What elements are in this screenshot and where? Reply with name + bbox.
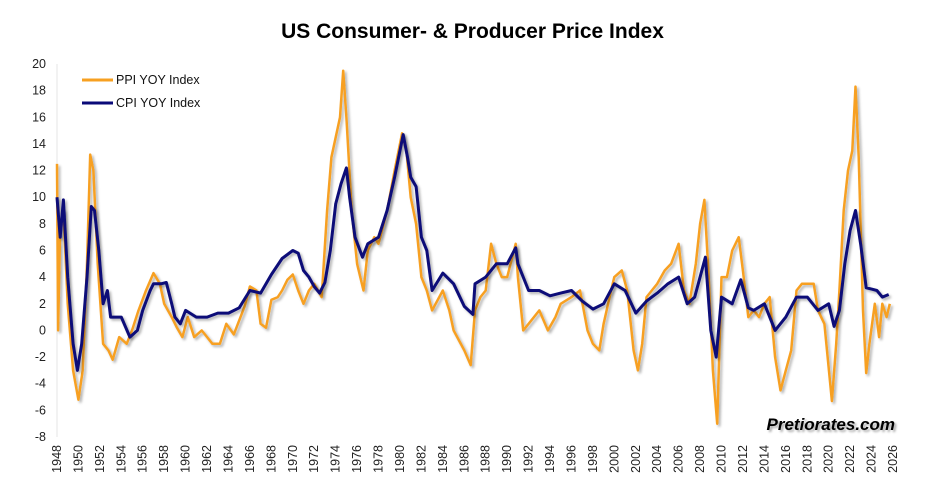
cpi-series-line <box>55 133 890 372</box>
y-tick-label: 0 <box>39 323 46 337</box>
x-tick-label: 1982 <box>414 445 428 473</box>
ppi-series-line <box>55 69 892 425</box>
x-tick-label: 1956 <box>136 445 150 473</box>
x-tick-label: 1950 <box>71 445 85 473</box>
legend-label-cpi: CPI YOY Index <box>116 96 201 110</box>
x-tick-label: 1962 <box>200 445 214 473</box>
x-tick-label: 1996 <box>564 445 578 473</box>
x-tick-label: 1970 <box>286 445 300 473</box>
y-tick-label: 10 <box>32 190 46 204</box>
legend-label-ppi: PPI YOY Index <box>116 73 200 87</box>
y-tick-label: -4 <box>35 377 46 391</box>
x-tick-label: 2018 <box>800 445 814 473</box>
x-tick-label: 2002 <box>629 445 643 473</box>
x-tick-label: 2006 <box>672 445 686 473</box>
y-tick-label: 16 <box>32 110 46 124</box>
y-tick-label: 8 <box>39 217 46 231</box>
x-tick-label: 1952 <box>93 445 107 473</box>
y-tick-label: 2 <box>39 297 46 311</box>
x-tick-label: 2008 <box>693 445 707 473</box>
legend: PPI YOY Index CPI YOY Index <box>82 73 201 110</box>
x-tick-label: 1990 <box>500 445 514 473</box>
x-tick-label: 1976 <box>350 445 364 473</box>
x-tick-label: 2004 <box>650 445 664 473</box>
x-tick-label: 2026 <box>886 445 900 473</box>
x-tick-label: 1984 <box>436 445 450 473</box>
x-tick-label: 2020 <box>822 445 836 473</box>
chart-title: US Consumer- & Producer Price Index <box>281 20 664 43</box>
x-tick-label: 2016 <box>779 445 793 473</box>
x-tick-label: 1964 <box>221 445 235 473</box>
x-tick-label: 1958 <box>157 445 171 473</box>
x-tick-label: 1998 <box>586 445 600 473</box>
x-tick-label: 1978 <box>372 445 386 473</box>
y-tick-label: 18 <box>32 84 46 98</box>
x-tick-label: 1968 <box>264 445 278 473</box>
y-tick-label: -6 <box>35 403 46 417</box>
x-tick-label: 1966 <box>243 445 257 473</box>
x-tick-label: 1988 <box>479 445 493 473</box>
x-tick-label: 2012 <box>736 445 750 473</box>
x-tick-label: 2010 <box>715 445 729 473</box>
x-tick-label: 1960 <box>179 445 193 473</box>
x-tick-label: 1954 <box>114 445 128 473</box>
watermark: Pretiorates.com <box>766 415 896 434</box>
x-tick-label: 1972 <box>307 445 321 473</box>
x-tick-label: 1948 <box>50 445 64 473</box>
x-tick-label: 1986 <box>457 445 471 473</box>
x-tick-label: 2024 <box>865 445 879 473</box>
x-tick-label: 2022 <box>843 445 857 473</box>
y-tick-label: 6 <box>39 244 46 258</box>
y-tick-label: -8 <box>35 430 46 444</box>
x-tick-label: 1994 <box>543 445 557 473</box>
x-tick-label: 1974 <box>329 445 343 473</box>
x-tick-label: 2014 <box>757 445 771 473</box>
y-tick-label: 14 <box>32 137 46 151</box>
y-tick-label: 20 <box>32 57 46 71</box>
x-tick-label: 1980 <box>393 445 407 473</box>
y-tick-label: -2 <box>35 350 46 364</box>
x-tick-label: 2000 <box>607 445 621 473</box>
y-tick-label: 12 <box>32 164 46 178</box>
x-tick-label: 1992 <box>522 445 536 473</box>
y-tick-label: 4 <box>39 270 46 284</box>
